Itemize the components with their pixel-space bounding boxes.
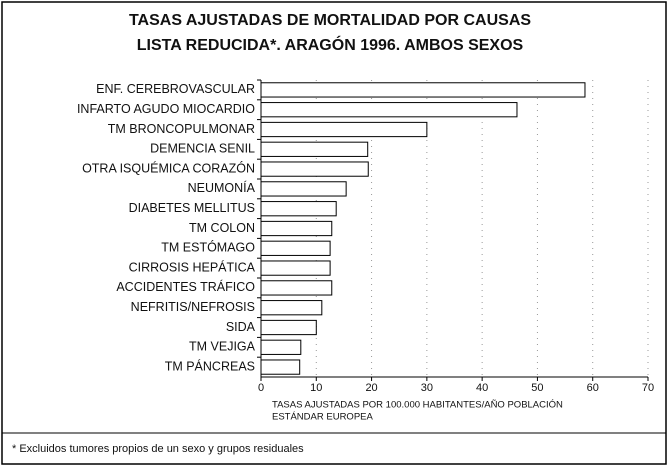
x-tick-label: 10	[310, 382, 322, 394]
y-tick-label: TM COLON	[189, 221, 255, 235]
y-tick-label: DIABETES MELLITUS	[129, 201, 255, 215]
bar	[260, 220, 333, 237]
x-tick-label: 50	[531, 382, 543, 394]
bar	[260, 359, 301, 375]
bar	[260, 141, 369, 157]
bar	[260, 319, 317, 336]
x-tick-label: 0	[258, 382, 264, 394]
bar	[260, 102, 518, 118]
y-tick-label: DEMENCIA SENIL	[150, 142, 255, 156]
bar	[260, 82, 586, 98]
x-tick-label: 20	[365, 382, 377, 394]
bar	[260, 181, 347, 197]
bar	[260, 240, 331, 256]
x-tick-label: 70	[642, 382, 654, 394]
x-axis-label: TASAS AJUSTADAS POR 100.000 HABITANTES/A…	[272, 400, 563, 411]
chart-title: LISTA REDUCIDA*. ARAGÓN 1996. AMBOS SEXO…	[137, 35, 524, 54]
chart-title: TASAS AJUSTADAS DE MORTALIDAD POR CAUSAS	[129, 12, 531, 29]
x-tick-label: 60	[587, 382, 599, 394]
y-tick-label: CIRROSIS HEPÁTICA	[129, 259, 256, 274]
y-tick-label: ENF. CEREBROVASCULAR	[96, 82, 255, 96]
bar	[260, 121, 428, 138]
y-tick-label: TM ESTÓMAGO	[161, 240, 255, 255]
y-tick-label: ACCIDENTES TRÁFICO	[116, 279, 255, 294]
x-tick-label: 40	[476, 382, 488, 394]
bar	[260, 201, 337, 217]
bar	[260, 339, 302, 355]
y-tick-label: NEUMONÍA	[188, 180, 256, 195]
y-tick-label: INFARTO AGUDO MIOCARDIO	[77, 102, 255, 116]
bar	[260, 300, 323, 316]
bar	[260, 280, 333, 296]
bar	[260, 260, 331, 276]
x-axis-label: ESTÁNDAR EUROPEA	[272, 412, 373, 423]
y-tick-label: TM VEJIGA	[189, 340, 256, 354]
y-tick-label: TM PÁNCREAS	[165, 358, 255, 373]
x-tick-label: 30	[421, 382, 433, 394]
y-tick-label: TM BRONCOPULMONAR	[108, 122, 255, 136]
y-tick-label: NEFRITIS/NEFROSIS	[131, 300, 255, 314]
bar	[260, 161, 369, 177]
y-tick-label: SIDA	[226, 320, 256, 334]
y-tick-label: OTRA ISQUÉMICA CORAZÓN	[82, 160, 255, 175]
footnote: * Excluidos tumores propios de un sexo y…	[12, 443, 304, 455]
